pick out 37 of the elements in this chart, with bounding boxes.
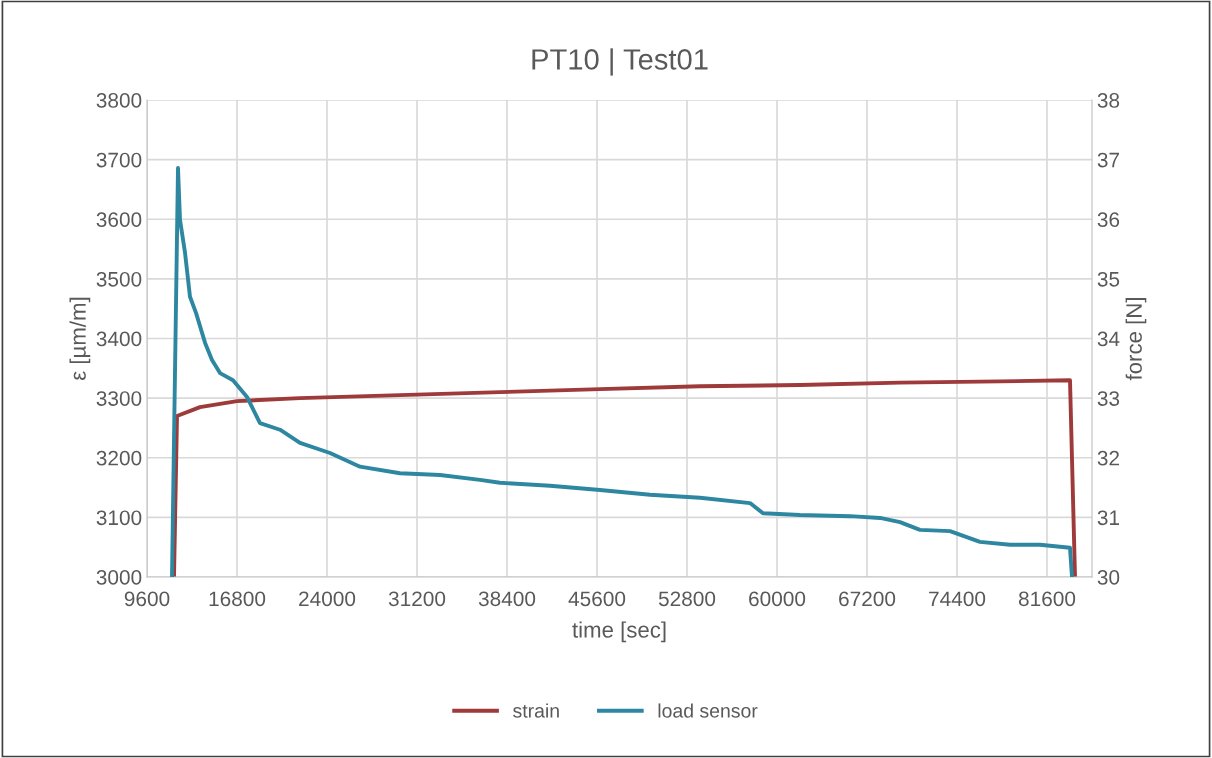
- y-tick-label: 3000: [96, 570, 142, 585]
- x-tick-label: 60000: [749, 591, 806, 607]
- x-tick-label: 52800: [658, 591, 716, 607]
- x-tick-label: 9600: [124, 591, 170, 607]
- y-axis-title: ε [µm/m]: [69, 297, 91, 380]
- x-tick-label: 38400: [478, 591, 536, 607]
- x-tick-label: 74400: [929, 591, 986, 607]
- y-tick-label: 3300: [96, 391, 142, 406]
- y2-tick-label: 30: [1097, 570, 1120, 585]
- legend-label: strain: [513, 703, 559, 718]
- line-series: [172, 378, 1077, 577]
- y-tick-label: 3700: [96, 152, 142, 168]
- x-tick-label: 45600: [568, 591, 626, 607]
- x-axis-title: time [sec]: [572, 621, 666, 643]
- x-tick-label: 81600: [1018, 591, 1076, 607]
- y-tick-label: 3600: [96, 212, 142, 227]
- x-tick-label: 24000: [299, 591, 356, 607]
- y-tick-label: 3100: [96, 510, 142, 526]
- y-tick-label: 3200: [96, 450, 142, 466]
- x-tick-label: 67200: [839, 591, 896, 607]
- y2-tick-label: 37: [1097, 152, 1119, 168]
- y2-axis-title: force [N]: [1125, 298, 1147, 381]
- y-tick-label: 3500: [96, 271, 142, 287]
- y2-tick-label: 31: [1097, 510, 1120, 526]
- y-tick-label: 3800: [96, 93, 142, 108]
- y2-tick-label: 32: [1097, 450, 1119, 466]
- y2-tick-label: 35: [1097, 271, 1120, 287]
- y2-tick-label: 34: [1097, 331, 1120, 347]
- y2-tick-label: 33: [1097, 391, 1120, 406]
- x-tick-label: 16800: [209, 591, 266, 607]
- y2-tick-label: 36: [1097, 212, 1120, 227]
- legend-label: load sensor: [658, 703, 758, 718]
- y2-tick-label: 38: [1097, 93, 1120, 108]
- x-tick-label: 31200: [388, 591, 446, 607]
- line-series: [170, 166, 1074, 577]
- y-tick-label: 3400: [96, 331, 142, 347]
- chart-title: PT10 | Test01: [532, 48, 708, 76]
